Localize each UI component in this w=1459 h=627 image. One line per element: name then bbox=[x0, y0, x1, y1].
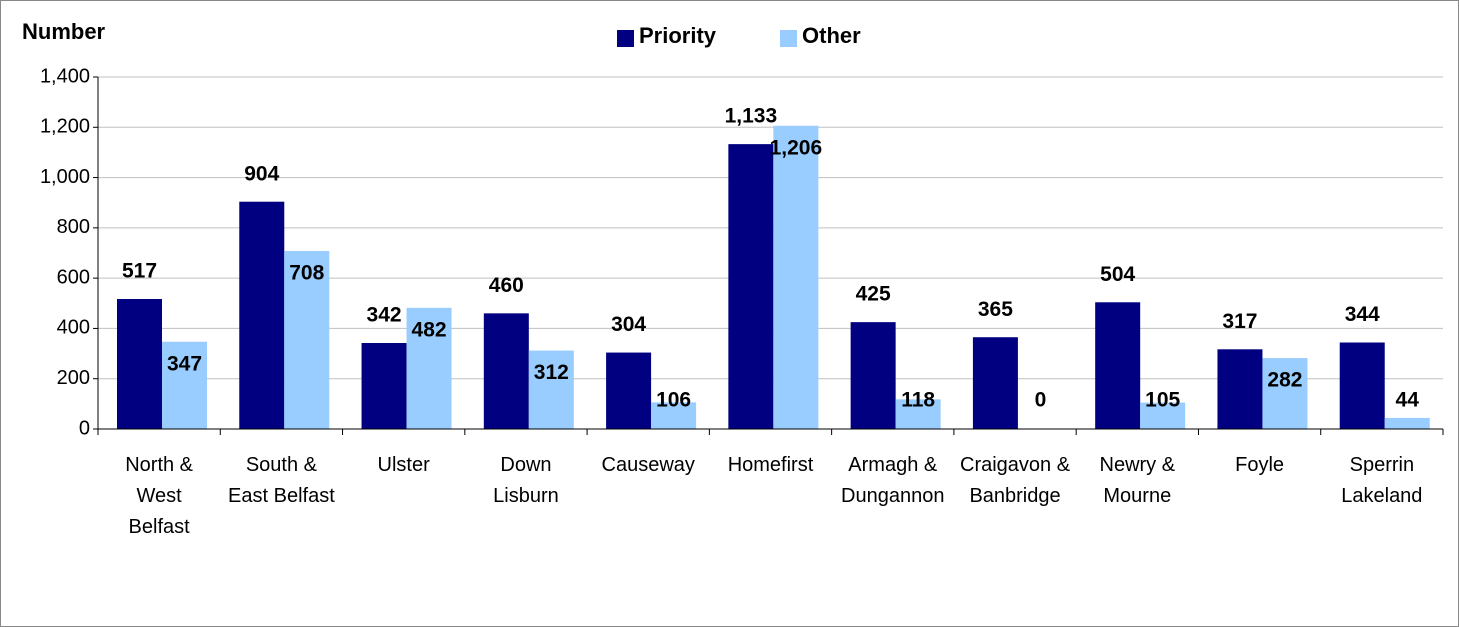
bar bbox=[162, 341, 207, 429]
legend-label: Other bbox=[802, 23, 861, 48]
x-tick-label: Armagh & Dungannon bbox=[841, 454, 945, 507]
x-tick-label: North & West Belfast bbox=[125, 454, 194, 538]
bar bbox=[483, 313, 529, 429]
bar bbox=[728, 144, 774, 430]
value-label: 118 bbox=[901, 389, 935, 412]
x-tick-label: Causeway bbox=[601, 454, 695, 476]
value-label: 517 bbox=[122, 260, 157, 283]
value-label: 44 bbox=[1396, 389, 1420, 412]
x-tick-label: Sperrin Lakeland bbox=[1341, 454, 1423, 507]
value-label: 904 bbox=[244, 162, 279, 185]
bar bbox=[284, 250, 330, 429]
x-tick-label: Ulster bbox=[377, 454, 430, 476]
x-tick-label: Down Lisburn bbox=[493, 454, 559, 507]
value-label: 304 bbox=[611, 313, 646, 336]
bar bbox=[1262, 358, 1308, 429]
bar bbox=[406, 307, 452, 429]
value-label: 460 bbox=[489, 274, 524, 297]
value-label: 425 bbox=[856, 283, 891, 306]
y-tick-label: 400 bbox=[57, 317, 90, 339]
bar bbox=[972, 337, 1018, 429]
bar bbox=[895, 399, 941, 429]
value-label: 282 bbox=[1267, 369, 1302, 392]
bar bbox=[651, 402, 697, 429]
value-label: 0 bbox=[1035, 389, 1047, 412]
value-label: 344 bbox=[1345, 303, 1380, 326]
y-axis-label: Number bbox=[22, 19, 106, 44]
value-label: 1,206 bbox=[770, 136, 823, 159]
bar bbox=[528, 350, 574, 429]
value-label: 106 bbox=[656, 389, 691, 412]
x-tick-label: Newry & Mourne bbox=[1099, 454, 1176, 507]
y-tick-label: 200 bbox=[57, 367, 90, 389]
bar bbox=[606, 352, 652, 429]
bar bbox=[1095, 302, 1141, 429]
value-label: 365 bbox=[978, 298, 1013, 321]
x-tick-label: Craigavon & Banbridge bbox=[960, 454, 1071, 507]
bar bbox=[1339, 342, 1385, 429]
x-tick-label: Homefirst bbox=[727, 454, 814, 476]
legend-swatch bbox=[617, 30, 634, 47]
legend-label: Priority bbox=[639, 23, 717, 48]
value-label: 482 bbox=[412, 318, 447, 341]
value-label: 504 bbox=[1100, 263, 1135, 286]
value-label: 312 bbox=[534, 361, 569, 384]
value-label: 708 bbox=[289, 262, 324, 285]
y-tick-label: 1,400 bbox=[40, 65, 90, 87]
value-label: 1,133 bbox=[725, 105, 778, 128]
bar bbox=[773, 125, 819, 429]
bar bbox=[117, 299, 162, 429]
bar bbox=[1384, 417, 1430, 429]
x-tick-label: Foyle bbox=[1235, 454, 1285, 476]
bar bbox=[850, 322, 896, 429]
value-label: 105 bbox=[1145, 389, 1180, 412]
legend-swatch bbox=[780, 30, 797, 47]
bar bbox=[361, 343, 407, 429]
y-tick-label: 1,200 bbox=[40, 116, 90, 138]
y-tick-label: 1,000 bbox=[40, 166, 90, 188]
x-tick-label: South & East Belfast bbox=[228, 454, 335, 507]
y-tick-label: 0 bbox=[79, 417, 90, 439]
bar bbox=[239, 201, 285, 429]
value-label: 342 bbox=[367, 304, 402, 327]
value-label: 347 bbox=[167, 352, 202, 375]
y-tick-label: 600 bbox=[57, 266, 90, 288]
bar bbox=[1140, 402, 1186, 429]
value-label: 317 bbox=[1222, 310, 1257, 333]
bar bbox=[1217, 349, 1263, 429]
y-tick-label: 800 bbox=[57, 216, 90, 238]
